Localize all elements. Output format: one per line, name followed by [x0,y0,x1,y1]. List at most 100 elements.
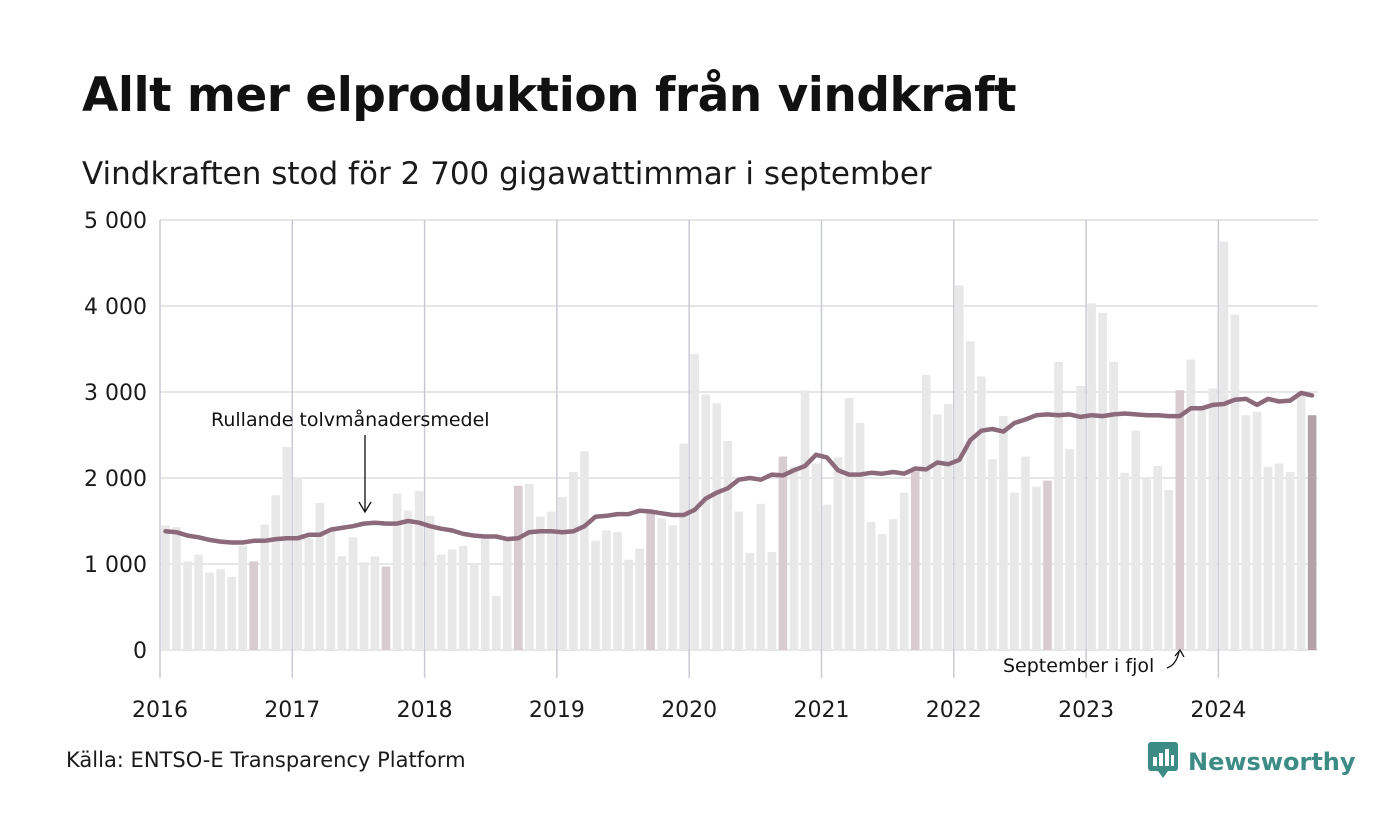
bar [359,562,369,650]
bar [668,525,677,650]
bar [1131,430,1141,650]
bar [955,285,964,650]
newsworthy-logo[interactable]: Newsworthy [1148,742,1356,782]
bar [1032,486,1041,650]
bar [1219,241,1229,650]
bar [569,471,578,650]
bar [943,404,953,650]
bar [1296,392,1306,650]
bar-september [1307,415,1317,650]
bar [403,510,413,650]
annotation-rolling-average: Rullande tolvmånadersmedel [211,408,490,431]
bar-september [1043,480,1052,650]
bar [1285,471,1295,650]
bar [679,443,688,650]
bar-september [910,471,920,650]
bar [558,496,567,650]
chart-subtitle: Vindkraften stod för 2 700 gigawattimmar… [82,156,932,192]
bar [877,533,887,650]
bar [921,374,931,650]
x-tick-label: 2017 [264,698,320,723]
y-tick-label: 4 000 [84,295,147,320]
x-tick-label: 2019 [529,698,585,723]
rolling-average-line [163,390,1315,545]
bar [271,495,281,650]
bar [701,394,711,650]
bar [194,554,203,650]
bar [183,561,192,650]
bar [293,478,303,650]
bar [414,490,424,650]
bar [966,341,975,650]
bar [1098,312,1107,650]
y-tick-label: 5 000 [84,209,147,234]
bar [172,527,181,650]
axis-layer: 0 1 000 2 000 3 000 4 000 5 000 2016 2017 2018 20… [84,209,1246,723]
bar [348,537,358,650]
x-tick-label: 2024 [1190,698,1246,723]
bar [216,569,225,650]
bar [789,466,799,650]
bar [238,545,247,650]
x-tick-label: 2020 [661,698,717,723]
bar [392,493,402,650]
bar-september [381,566,391,650]
bar [304,538,314,650]
bar [1054,361,1063,650]
bar [370,556,380,650]
bar [260,524,270,650]
bar [1252,411,1262,650]
bar [436,554,446,650]
bar [591,540,600,650]
x-tick-label: 2021 [794,698,850,723]
bar [932,414,942,650]
bar [977,376,986,650]
bar [1241,415,1251,650]
bar-september [778,456,788,650]
wind-power-chart: 0 1 000 2 000 3 000 4 000 5 000 2016 2017 2018 20… [84,209,1318,723]
bar [1230,314,1240,650]
bar [227,576,236,650]
bar [690,354,700,650]
x-tick-label: 2016 [132,698,188,723]
bar [282,447,292,650]
bar [1109,361,1118,650]
bar [326,531,336,650]
bar [635,548,644,650]
bar [580,451,589,650]
bar [1065,448,1074,650]
bar-chart-logo-icon [1148,742,1178,782]
bar [1186,359,1196,650]
bar [1197,406,1207,650]
bar [712,403,722,650]
bar [844,398,854,650]
y-tick-label: 1 000 [84,553,147,578]
bar [337,556,347,650]
bar [734,511,744,650]
line-layer [163,390,1315,545]
bar [315,502,325,650]
bar [547,511,556,650]
bar [502,538,512,650]
bar [469,563,479,650]
x-tick-label: 2022 [926,698,982,723]
bar [767,551,777,650]
chart-title: Allt mer elproduktion från vindkraft [82,68,1017,123]
bar [1153,465,1163,650]
bar [536,516,545,650]
y-tick-label: 3 000 [84,381,147,406]
bar [624,559,633,650]
annotation-rolling-arrowhead [358,501,372,514]
bar [999,416,1008,650]
bar [833,457,843,650]
annotation-september-arrowhead [1174,648,1185,658]
bar [1164,490,1174,650]
bar [800,390,810,650]
bar-layer [161,241,1317,650]
bar [1087,303,1096,650]
bar-september [249,561,259,650]
bar [1021,456,1030,650]
bar [491,595,501,650]
bar [899,492,909,650]
bar [745,552,755,650]
